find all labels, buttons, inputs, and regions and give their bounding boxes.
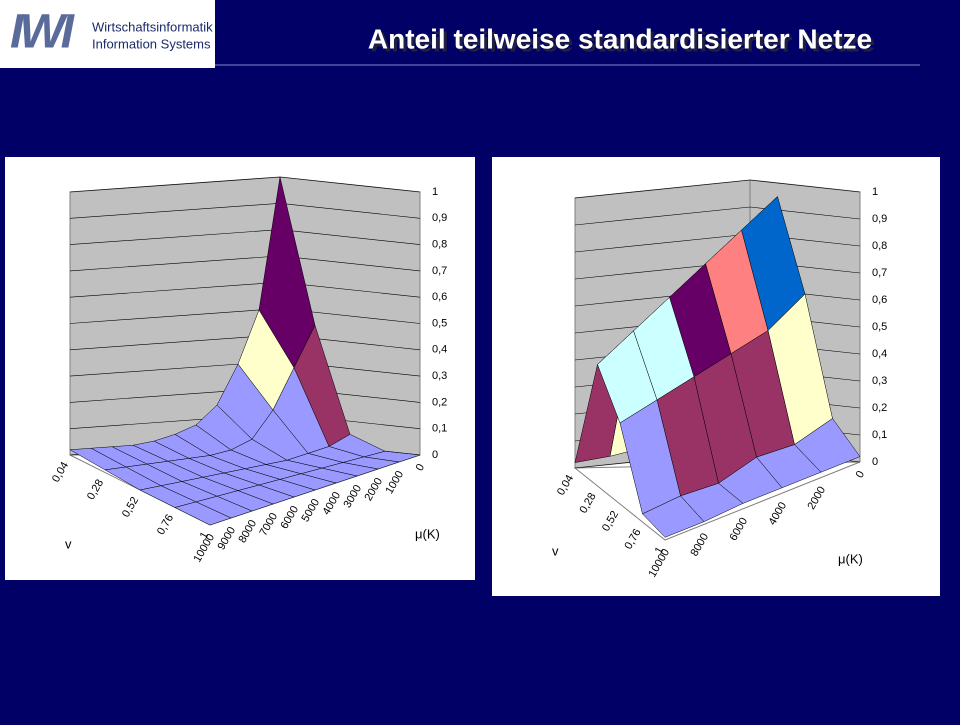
logo-box bbox=[0, 0, 215, 68]
z-tick-label: 0,2 bbox=[872, 402, 887, 414]
mu-tick-label: 0 bbox=[854, 469, 867, 480]
z-tick-label: 0,4 bbox=[872, 348, 887, 360]
grid-line bbox=[574, 179, 861, 199]
title-shadow: Anteil teilweise standardisierter Netze bbox=[371, 26, 875, 57]
grid-line bbox=[574, 206, 861, 226]
z-tick-label: 0,2 bbox=[432, 396, 447, 408]
logo-mark: IWI bbox=[10, 6, 76, 59]
z-tick-label: 1 bbox=[872, 186, 878, 198]
mu-tick-label: 0 bbox=[414, 462, 427, 473]
z-tick-label: 0 bbox=[872, 456, 878, 468]
surface-cell bbox=[174, 501, 232, 526]
z-tick-label: 0,9 bbox=[872, 213, 887, 225]
z-tick-label: 0,4 bbox=[432, 344, 447, 356]
z-tick-label: 0,6 bbox=[432, 291, 447, 303]
z-tick-label: 0,9 bbox=[432, 212, 447, 224]
z-tick-label: 0,7 bbox=[872, 267, 887, 279]
surface-cell bbox=[642, 495, 705, 538]
z-tick-label: 0,3 bbox=[432, 370, 447, 382]
y-axis-label: μ(K) bbox=[838, 551, 863, 566]
z-tick-label: 0,7 bbox=[432, 265, 447, 277]
z-tick-label: 0,5 bbox=[872, 321, 887, 333]
v-tick-label: 1 bbox=[198, 530, 211, 541]
v-tick-label: 1 bbox=[653, 545, 666, 556]
z-tick-label: 0,6 bbox=[872, 294, 887, 306]
logo-text: Information Systems bbox=[92, 36, 211, 51]
slide-title: Anteil teilweise standardisierter Netze bbox=[368, 23, 872, 54]
z-tick-label: 0,5 bbox=[432, 317, 447, 329]
z-tick-label: 0,3 bbox=[872, 375, 887, 387]
z-tick-label: 0,8 bbox=[872, 240, 887, 252]
z-tick-label: 0,8 bbox=[432, 239, 447, 251]
z-tick-label: 0,1 bbox=[872, 429, 887, 441]
logo-text: Wirtschaftsinformatik bbox=[92, 19, 213, 34]
z-tick-label: 1 bbox=[432, 186, 438, 198]
z-tick-label: 0 bbox=[432, 449, 438, 461]
y-axis-label: μ(K) bbox=[415, 526, 440, 541]
x-axis-label: v bbox=[65, 536, 72, 551]
x-axis-label: v bbox=[552, 543, 559, 558]
z-tick-label: 0,1 bbox=[432, 423, 447, 435]
